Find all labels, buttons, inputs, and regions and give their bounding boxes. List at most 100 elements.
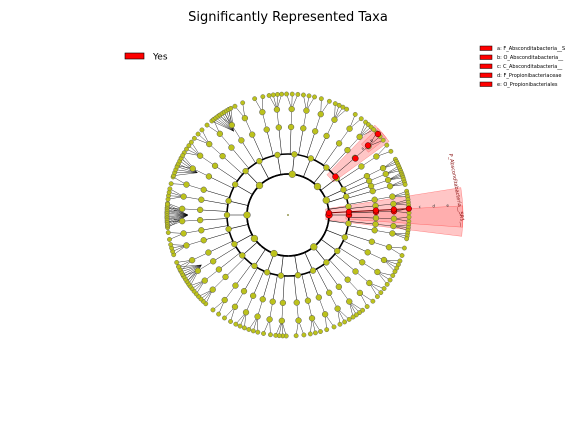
clade-key-label-e: e: O_Propionibacteriales	[497, 82, 558, 88]
leaf-branch	[178, 264, 202, 267]
leaf-branch	[167, 207, 189, 216]
taxon-node	[309, 267, 317, 274]
taxon-node	[278, 317, 285, 324]
leaf-node	[222, 315, 227, 321]
taxon-node	[295, 317, 302, 324]
taxon-node	[219, 152, 226, 160]
leaf-branch	[183, 264, 202, 277]
leaf-node	[306, 93, 312, 99]
taxon-node	[304, 297, 312, 304]
taxon-node	[242, 167, 249, 175]
leaf-branch	[167, 214, 189, 219]
leaf-branch	[167, 209, 189, 216]
leaf-node	[307, 331, 313, 337]
leaf-branch	[175, 169, 198, 173]
branch	[348, 199, 375, 205]
leaf-node	[195, 131, 201, 137]
taxon-node	[205, 249, 212, 256]
taxon-node	[364, 249, 371, 256]
leaf-node	[210, 307, 216, 313]
clade-letter-a: a	[360, 145, 366, 151]
leaf-node	[228, 105, 234, 111]
leaf-node	[384, 142, 390, 148]
leaf-node	[237, 323, 243, 329]
leaf-branch	[167, 205, 189, 216]
leaf-node	[313, 330, 318, 336]
leaf-node	[324, 327, 330, 333]
taxon-node	[323, 259, 330, 266]
branch	[348, 221, 376, 225]
taxon-node	[232, 282, 239, 289]
taxon-node	[231, 303, 239, 310]
taxon-node	[201, 277, 208, 284]
taxon-node	[379, 164, 387, 172]
leaf-branch	[213, 119, 234, 132]
branch	[243, 267, 258, 292]
branch	[345, 185, 372, 196]
taxon-node	[194, 267, 202, 274]
branch	[328, 206, 349, 210]
branch	[344, 180, 370, 192]
branch	[338, 166, 362, 182]
clade-key-label-c: c: C_Absconditabacteria__	[497, 64, 563, 70]
taxon-node	[225, 225, 232, 233]
leaf-node	[252, 96, 258, 102]
taxon-node	[294, 272, 302, 279]
clade-key-swatch-d	[479, 72, 493, 78]
leaf-branch	[167, 214, 189, 221]
leaf-node	[301, 92, 306, 98]
branch	[343, 240, 368, 253]
taxon-node	[352, 155, 359, 162]
branch	[323, 143, 340, 166]
branch	[200, 209, 228, 212]
taxon-node	[222, 273, 229, 281]
branch	[346, 190, 373, 199]
taxon-node	[372, 221, 379, 228]
leaf-node	[180, 153, 186, 158]
taxon-node	[279, 299, 287, 307]
branch	[346, 233, 372, 242]
leaf-node	[371, 127, 377, 133]
branch	[329, 259, 348, 280]
branch	[231, 147, 249, 169]
branch	[272, 275, 278, 302]
branch	[241, 140, 256, 164]
branch	[327, 196, 347, 203]
taxon-node	[225, 197, 232, 205]
leaf-node	[375, 294, 380, 299]
taxon-node	[341, 234, 348, 241]
taxon-node	[259, 108, 266, 116]
tree-nodes	[164, 91, 412, 339]
taxon-node	[198, 227, 205, 234]
taxon-node	[389, 230, 396, 237]
leaf-branch	[186, 264, 202, 282]
branch	[266, 129, 274, 156]
taxon-node	[270, 249, 278, 258]
taxon-node	[263, 126, 270, 133]
leaf-node	[165, 201, 170, 207]
taxon-node	[231, 240, 238, 248]
taxon-node	[263, 269, 271, 276]
leaf-node	[340, 104, 346, 110]
highlight-node	[405, 205, 412, 212]
branch	[320, 238, 338, 252]
taxon-node	[269, 298, 276, 305]
leaf-node	[331, 324, 337, 330]
leaf-node	[346, 316, 352, 322]
branch	[259, 160, 270, 179]
taxon-node	[303, 107, 310, 114]
taxon-node	[180, 230, 187, 237]
taxon-node	[371, 196, 378, 203]
branch	[235, 263, 252, 286]
taxon-node	[335, 140, 343, 147]
leaf-node	[401, 245, 407, 251]
leaf-node	[326, 98, 332, 104]
branch	[214, 165, 238, 182]
clade-key-label-d: d: F_Propionibacteriaceae	[497, 73, 561, 79]
taxon-node	[241, 115, 249, 122]
leaf-node	[364, 304, 370, 309]
leaf-branch	[215, 117, 234, 132]
branch	[203, 232, 230, 241]
taxon-node	[196, 152, 204, 159]
taxon-node	[373, 153, 380, 160]
